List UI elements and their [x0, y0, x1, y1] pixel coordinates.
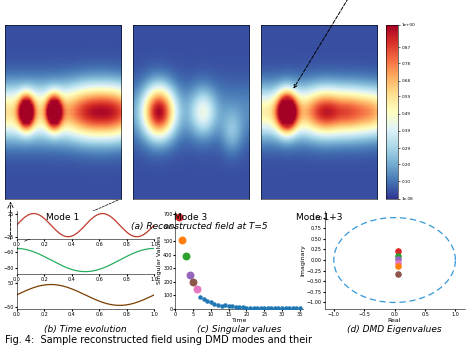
Point [267, 305, 275, 311]
Point [182, 253, 190, 259]
Point [394, 260, 401, 266]
Point [203, 298, 211, 304]
X-axis label: Time: Time [232, 318, 247, 323]
Point [207, 300, 215, 305]
Point [228, 304, 236, 309]
Point [189, 280, 197, 285]
Point [261, 305, 268, 311]
Point [394, 271, 401, 277]
Text: (c) Singular values: (c) Singular values [197, 325, 282, 334]
Text: (a) Reconstructed field at T=5: (a) Reconstructed field at T=5 [131, 222, 267, 231]
Point [394, 248, 401, 253]
Point [394, 253, 401, 259]
Point [232, 305, 239, 310]
Point [282, 305, 289, 311]
Point [175, 214, 182, 219]
Point [179, 237, 186, 242]
Point [296, 305, 303, 311]
Point [289, 306, 297, 311]
Point [225, 303, 232, 309]
Point [271, 306, 279, 311]
Point [285, 305, 293, 311]
Point [196, 295, 204, 300]
Text: Fig. 4:  Sample reconstructed field using DMD modes and their: Fig. 4: Sample reconstructed field using… [5, 335, 312, 345]
Point [210, 301, 218, 307]
Text: Mode 1+3: Mode 1+3 [295, 213, 342, 222]
Point [186, 272, 193, 278]
Point [292, 305, 300, 311]
Point [243, 305, 250, 311]
Point [200, 296, 208, 302]
Point [278, 305, 286, 311]
X-axis label: Real: Real [388, 318, 401, 323]
Point [275, 305, 283, 311]
Point [257, 305, 264, 311]
Text: Mode 1: Mode 1 [46, 213, 80, 222]
Text: (d) DMD Eigenvalues: (d) DMD Eigenvalues [347, 325, 442, 334]
Point [193, 286, 201, 291]
Point [236, 304, 243, 310]
Point [246, 305, 254, 311]
Y-axis label: Singular Values: Singular Values [157, 236, 162, 284]
Point [253, 305, 261, 311]
Point [250, 305, 257, 311]
Point [394, 263, 401, 269]
Point [218, 303, 226, 308]
Point [394, 256, 401, 262]
Text: Vortex position at T=5: Vortex position at T=5 [294, 0, 410, 88]
Point [214, 302, 222, 308]
Point [239, 304, 246, 310]
Text: Mode 3: Mode 3 [174, 213, 208, 222]
Y-axis label: Imaginary: Imaginary [301, 244, 306, 276]
Text: (b) Time evolution: (b) Time evolution [44, 325, 127, 334]
Point [264, 305, 272, 311]
Point [221, 302, 229, 308]
